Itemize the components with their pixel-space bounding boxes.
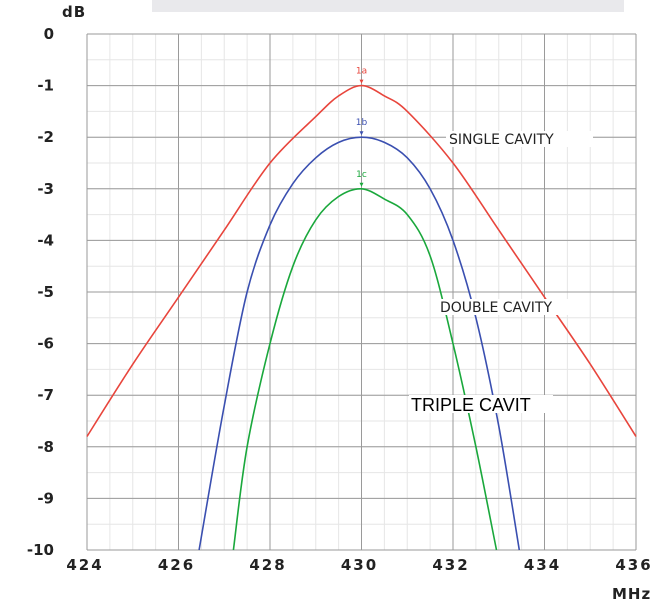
annotation-triple-cavity: TRIPLE CAVIT bbox=[411, 395, 531, 415]
x-axis-ticks: 424 426 428 430 432 434 436 bbox=[66, 556, 652, 574]
y-tick-label: -3 bbox=[37, 180, 54, 198]
peak-marker-3 bbox=[359, 182, 364, 187]
y-tick-label: -6 bbox=[37, 335, 54, 353]
x-axis-label: MHz bbox=[612, 585, 651, 603]
y-tick-label: -8 bbox=[37, 438, 54, 456]
x-tick-label: 432 bbox=[432, 556, 469, 574]
x-tick-label: 424 bbox=[66, 556, 103, 574]
y-tick-label: -7 bbox=[37, 386, 54, 404]
series-line-3 bbox=[232, 187, 498, 551]
annotation-double-cavity: DOUBLE CAVITY bbox=[440, 300, 552, 316]
series-line-2 bbox=[198, 136, 521, 551]
y-tick-label: -9 bbox=[37, 489, 54, 507]
y-tick-label: -1 bbox=[37, 77, 54, 95]
x-tick-label: 426 bbox=[158, 556, 195, 574]
x-tick-label: 428 bbox=[249, 556, 286, 574]
peak-marker-2 bbox=[359, 131, 364, 136]
y-axis-label: dB bbox=[62, 3, 86, 21]
y-tick-label: -5 bbox=[37, 283, 54, 301]
top-bar bbox=[152, 0, 624, 12]
y-tick-label: -4 bbox=[37, 231, 54, 249]
peak-marker-1 bbox=[359, 79, 364, 84]
x-tick-label: 434 bbox=[524, 556, 561, 574]
x-tick-label: 430 bbox=[341, 556, 378, 574]
y-axis-ticks: 0 -1 -2 -3 -4 -5 -6 -7 -8 -9 -10 bbox=[27, 25, 54, 559]
y-tick-label: 0 bbox=[44, 25, 54, 43]
x-tick-label: 436 bbox=[615, 556, 652, 574]
series-line-1 bbox=[86, 84, 637, 437]
peak-marker-label-1: 1a bbox=[356, 67, 367, 77]
y-tick-label: -10 bbox=[27, 541, 54, 559]
peak-marker-label-2: 1b bbox=[356, 118, 368, 128]
peak-markers: 1a 1b 1c bbox=[356, 67, 368, 187]
peak-marker-label-3: 1c bbox=[356, 170, 367, 180]
y-tick-label: -2 bbox=[37, 128, 54, 146]
curves bbox=[86, 84, 637, 551]
annotation-single-cavity: SINGLE CAVITY bbox=[449, 132, 554, 148]
